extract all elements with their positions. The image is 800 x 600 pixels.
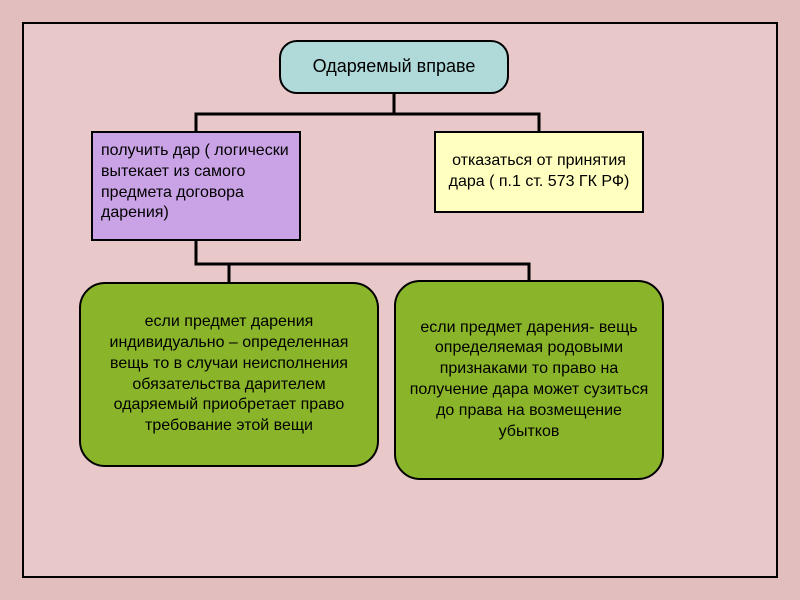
right-child-text: отказаться от принятия дара ( п.1 ст. 57…	[444, 151, 634, 193]
right-child-node: отказаться от принятия дара ( п.1 ст. 57…	[434, 131, 644, 213]
root-node: Одаряемый вправе	[279, 40, 509, 94]
left-child-node: получить дар ( логически вытекает из сам…	[91, 131, 301, 241]
outer-frame: Одаряемый вправе получить дар ( логическ…	[0, 0, 800, 600]
grandchild-left-node: если предмет дарения индивидуально – опр…	[79, 282, 379, 467]
grandchild-right-node: если предмет дарения- вещь определяемая …	[394, 280, 664, 480]
left-child-text: получить дар ( логически вытекает из сам…	[101, 141, 291, 224]
grandchild-right-text: если предмет дарения- вещь определяемая …	[404, 318, 654, 443]
root-node-text: Одаряемый вправе	[313, 55, 476, 78]
grandchild-left-text: если предмет дарения индивидуально – опр…	[89, 312, 369, 437]
inner-frame: Одаряемый вправе получить дар ( логическ…	[22, 22, 778, 578]
